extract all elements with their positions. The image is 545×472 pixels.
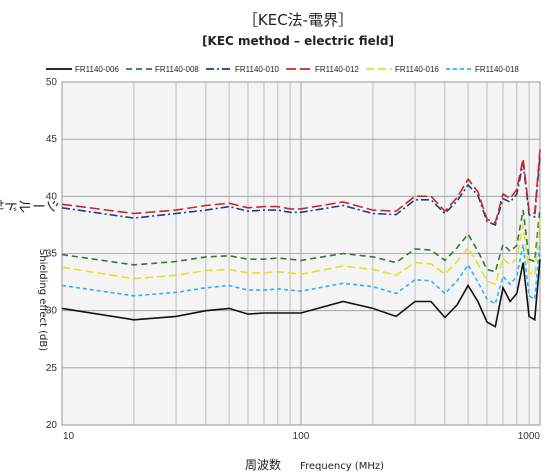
y-tick-label: 20 [46,420,58,431]
series-line-fr1140-008 [61,207,541,273]
y-axis-ticks: 20 25 30 35 40 45 50 [46,77,58,431]
y-tick-label: 30 [46,306,58,317]
legend-label: FR1140-010 [235,65,279,74]
legend-label: FR1140-008 [155,65,199,74]
series-line-fr1140-012 [61,149,541,224]
series-line-fr1140-006 [61,259,541,328]
y-tick-label: 45 [46,134,58,145]
series-line-fr1140-010 [61,156,541,226]
y-tick-label: 35 [46,249,58,260]
y-axis-label-jp: シールド効果 [0,197,60,213]
plot-area [61,81,541,426]
series-line-fr1140-016 [61,219,541,286]
chart-subtitle: [KEC method – electric field] [202,34,394,48]
legend: FR1140-006 FR1140-008 FR1140-010 FR1140-012… [46,65,519,74]
x-axis-label-en: Frequency (MHz) [300,461,384,472]
legend-label: FR1140-012 [315,65,359,74]
y-tick-label: 25 [46,363,58,374]
y-axis-label-en: Shielding effect (dB) [37,249,48,351]
grid-lines [61,81,541,426]
legend-label: FR1140-018 [475,65,519,74]
y-tick-label: 50 [46,77,58,88]
legend-label: FR1140-006 [75,65,119,74]
series-line-fr1140-018 [61,242,541,305]
x-axis-ticks: 10 100 1000 [63,431,540,442]
x-axis-label-jp: 周波数 [245,457,281,472]
series-lines [61,149,541,328]
chart-title: ［KEC法-電界］ [243,11,353,29]
x-tick-label: 1000 [518,431,541,442]
x-tick-label: 100 [293,431,310,442]
legend-label: FR1140-016 [395,65,439,74]
x-tick-label: 10 [63,431,75,442]
y-tick-label: 40 [46,191,58,202]
